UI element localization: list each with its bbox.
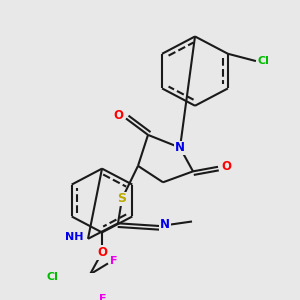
Text: S: S — [118, 192, 127, 205]
Text: O: O — [221, 160, 231, 173]
Text: N: N — [160, 218, 170, 231]
Text: O: O — [113, 109, 123, 122]
Text: Cl: Cl — [46, 272, 58, 282]
Text: F: F — [110, 256, 118, 266]
Text: Cl: Cl — [258, 56, 270, 66]
Text: NH: NH — [64, 232, 83, 242]
Text: N: N — [175, 141, 185, 154]
Text: O: O — [97, 246, 107, 259]
Text: F: F — [99, 294, 107, 300]
